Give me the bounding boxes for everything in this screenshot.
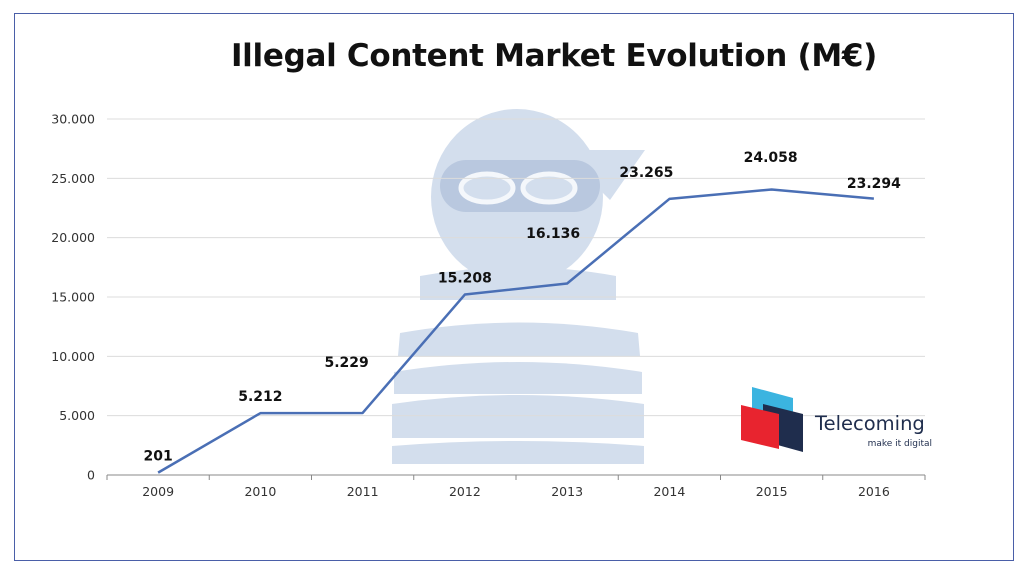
- x-axis-ticks: 2009 2010 2011 2012 2013 2014 2015 2016: [106, 475, 926, 499]
- telecoming-logo: Telecoming make it digital: [741, 387, 932, 452]
- y-tick-label: 30.000: [51, 112, 95, 127]
- x-tick-label: 2012: [449, 484, 481, 499]
- x-tick-label: 2014: [653, 484, 685, 499]
- chart-title: Illegal Content Market Evolution (M€): [230, 38, 878, 74]
- x-tick-label: 2013: [551, 484, 583, 499]
- data-label: 24.058: [744, 150, 798, 166]
- data-labels: 201 5.212 5.229 15.208 16.136 23.265 24.058 23.…: [144, 150, 902, 465]
- y-tick-label: 5.000: [59, 408, 95, 423]
- x-tick-label: 2011: [347, 484, 379, 499]
- series-line-path: [157, 188, 874, 474]
- y-tick-label: 10.000: [51, 349, 95, 364]
- x-tick-label: 2016: [858, 484, 890, 499]
- masked-thief-icon: [392, 109, 645, 464]
- y-tick-label: 25.000: [51, 171, 95, 186]
- data-label: 5.212: [238, 389, 282, 405]
- x-tick-label: 2009: [142, 484, 174, 499]
- logo-name: Telecoming: [814, 412, 925, 435]
- data-label: 23.265: [619, 165, 673, 181]
- data-label: 5.229: [324, 355, 368, 371]
- data-label: 23.294: [847, 176, 901, 192]
- data-label: 16.136: [526, 226, 580, 242]
- data-label: 201: [144, 449, 173, 465]
- y-tick-label: 20.000: [51, 230, 95, 245]
- x-tick-label: 2015: [756, 484, 788, 499]
- y-tick-label: 15.000: [51, 290, 95, 305]
- logo-tagline: make it digital: [868, 439, 932, 449]
- x-tick-label: 2010: [244, 484, 276, 499]
- series-line: [157, 188, 874, 474]
- data-label: 15.208: [438, 271, 492, 287]
- y-axis-ticks: 0 5.000 10.000 15.000 20.000 25.000 30.000: [51, 112, 95, 483]
- y-tick-label: 0: [87, 468, 95, 483]
